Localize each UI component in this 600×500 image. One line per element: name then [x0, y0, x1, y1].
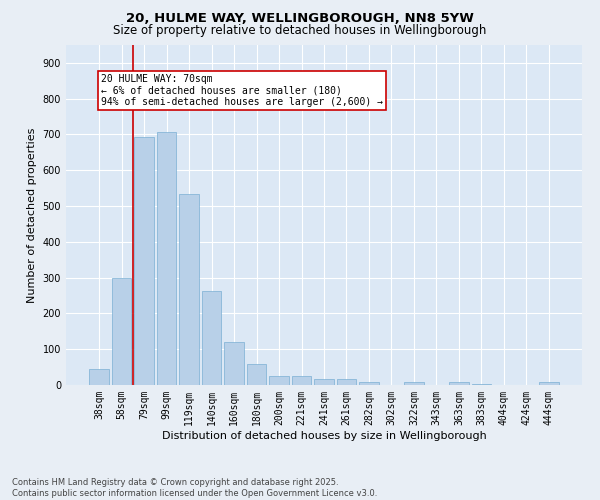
Bar	[179, 194, 199, 385]
Bar	[202, 291, 221, 385]
Bar	[157, 132, 176, 385]
Bar	[449, 382, 469, 385]
Bar	[539, 382, 559, 385]
Text: 20 HULME WAY: 70sqm
← 6% of detached houses are smaller (180)
94% of semi-detach: 20 HULME WAY: 70sqm ← 6% of detached hou…	[101, 74, 383, 107]
Bar	[224, 342, 244, 385]
Text: 20, HULME WAY, WELLINGBOROUGH, NN8 5YW: 20, HULME WAY, WELLINGBOROUGH, NN8 5YW	[126, 12, 474, 26]
Text: Size of property relative to detached houses in Wellingborough: Size of property relative to detached ho…	[113, 24, 487, 37]
Bar	[89, 369, 109, 385]
Y-axis label: Number of detached properties: Number of detached properties	[27, 128, 37, 302]
Bar	[247, 364, 266, 385]
Bar	[112, 278, 131, 385]
Bar	[472, 384, 491, 385]
Bar	[404, 382, 424, 385]
Bar	[134, 137, 154, 385]
Text: Contains HM Land Registry data © Crown copyright and database right 2025.
Contai: Contains HM Land Registry data © Crown c…	[12, 478, 377, 498]
Bar	[314, 379, 334, 385]
Bar	[269, 376, 289, 385]
Bar	[292, 376, 311, 385]
Bar	[359, 382, 379, 385]
X-axis label: Distribution of detached houses by size in Wellingborough: Distribution of detached houses by size …	[161, 430, 487, 440]
Bar	[337, 378, 356, 385]
